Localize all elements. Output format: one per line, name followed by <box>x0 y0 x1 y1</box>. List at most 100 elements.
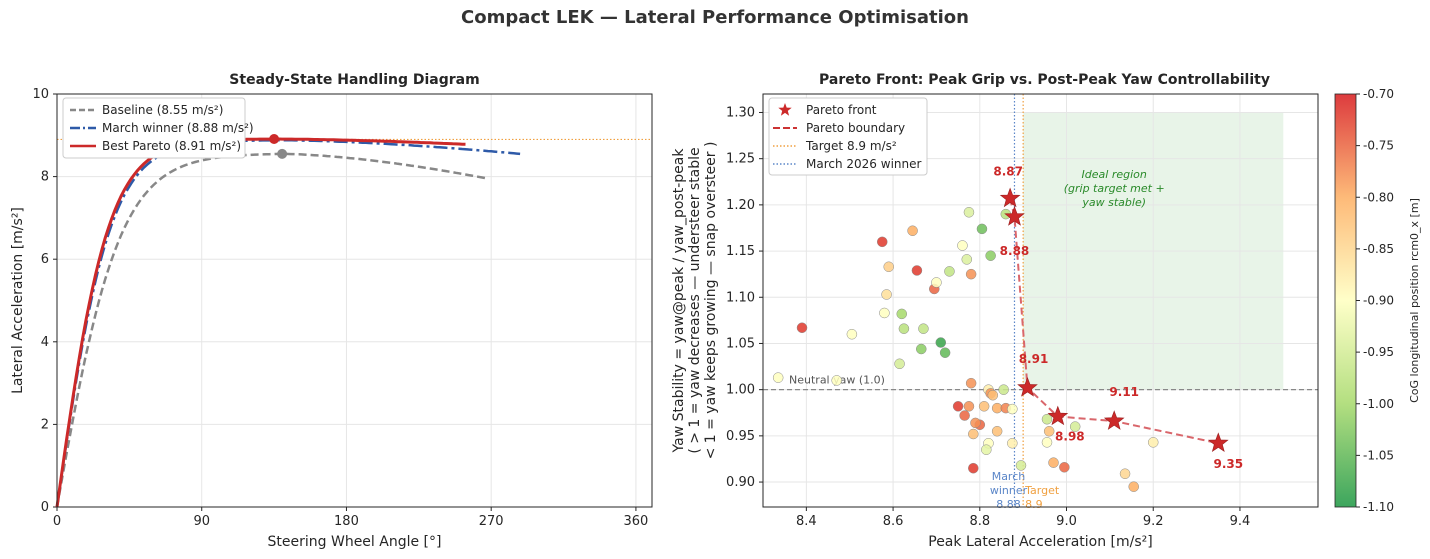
pareto-label: 8.91 <box>1019 352 1049 366</box>
scatter-point <box>944 266 955 277</box>
pareto-star <box>1017 376 1038 397</box>
pareto-star <box>1103 410 1125 430</box>
handling-diagram: Steady-State Handling Diagram 0 90 180 270 36… <box>10 72 653 550</box>
scatter-point <box>1041 437 1053 448</box>
scatter-point <box>896 308 907 320</box>
x-tick-label: 90 <box>193 514 210 529</box>
plot-frame <box>762 93 1319 508</box>
y-axis-label: Yaw Stability = yaw@peak / yaw_post-peak <box>671 148 687 454</box>
pareto-legend: Pareto front Pareto boundary Target 8.9 m/… <box>768 97 928 176</box>
x-tick-label: 180 <box>334 514 359 529</box>
scatter-point <box>883 261 894 273</box>
plot-frame <box>56 93 653 508</box>
legend-box <box>62 97 246 159</box>
x-tick-label: 0 <box>53 514 61 529</box>
scatter-point <box>881 289 892 300</box>
x-tick-label: 9.2 <box>1143 514 1164 529</box>
scatter-point <box>978 401 990 412</box>
pareto-star <box>1047 405 1069 426</box>
target-annotation: Target <box>1024 484 1060 497</box>
series-line-2 <box>55 139 521 508</box>
scatter-point <box>939 347 951 358</box>
y-axis-label: ( > 1 = yaw decreases — understeer stabl… <box>687 147 703 453</box>
scatter-point <box>796 322 808 334</box>
colorbar-tick-label: -0.80 <box>1363 190 1394 204</box>
y-tick-label: 1.20 <box>726 198 755 213</box>
scatter-point <box>876 236 888 248</box>
scatter-point <box>1007 437 1018 449</box>
legend-label: Best Pareto (8.91 m/s²) <box>102 139 241 153</box>
scatter-point <box>894 358 905 370</box>
legend-label: Pareto boundary <box>806 121 905 135</box>
y-tick-label: 0.90 <box>726 475 755 490</box>
colorbar-tick-label: -1.10 <box>1363 500 1394 514</box>
pareto-label: 8.88 <box>1000 244 1030 258</box>
scatter-point <box>998 384 1009 395</box>
y-tick-label: 1.00 <box>726 383 755 398</box>
colorbar-tick-label: -0.75 <box>1363 139 1394 153</box>
colorbar-tick-label: -1.00 <box>1363 397 1394 411</box>
scatter-point <box>1147 437 1159 448</box>
y-tick-label: 0.95 <box>726 429 755 444</box>
y-tick-label: 0 <box>41 500 49 515</box>
scatter-point <box>961 254 973 265</box>
march-annotation: March <box>992 470 1026 483</box>
legend-label: March winner (8.88 m/s²) <box>102 121 254 135</box>
legend-label: Baseline (8.55 m/s²) <box>102 103 223 117</box>
x-tick-label: 270 <box>479 514 504 529</box>
y-axis-label: < 1 = yaw keeps growing — snap oversteer… <box>703 142 719 460</box>
scatter-point <box>968 462 979 474</box>
legend-label: Target 8.9 m/s² <box>805 139 897 153</box>
scatter-point <box>987 389 999 401</box>
y-tick-label: 1.15 <box>726 244 755 259</box>
scatter-point <box>1059 462 1070 473</box>
pareto-chart: Pareto Front: Peak Grip vs. Post-Peak Ya… <box>671 72 1319 550</box>
scatter-point <box>935 337 947 348</box>
ideal-region-label: yaw stable) <box>1081 196 1146 209</box>
series-line-1 <box>55 152 489 508</box>
scatter-point <box>1007 403 1018 415</box>
scatter-point <box>952 401 964 412</box>
colorbar-tick-label: -0.95 <box>1363 345 1394 359</box>
scatter-point <box>959 410 970 421</box>
pareto-star <box>999 187 1021 208</box>
scatter-point <box>831 375 842 386</box>
x-axis-label: Peak Lateral Acceleration [m/s²] <box>928 534 1152 550</box>
pareto-star <box>1207 432 1229 452</box>
y-tick-label: 10 <box>32 87 49 102</box>
colorbar: -0.70 -0.75 -0.80 -0.85 -0.90 -0.95 -1.00 -1.05… <box>1334 87 1421 514</box>
colorbar-label: CoG longitudinal position rcm0_x [m] <box>1408 198 1421 403</box>
scatter-point <box>963 207 975 218</box>
legend-label: Pareto front <box>806 103 877 117</box>
scatter-point <box>965 268 977 280</box>
scatter-point <box>911 265 923 276</box>
ideal-region-label: (grip target met + <box>1064 182 1165 195</box>
legend-label: March 2026 winner <box>806 157 921 171</box>
scatter-point <box>1069 421 1081 432</box>
x-axis-label: Steering Wheel Angle [°] <box>268 534 442 550</box>
x-tick-label: 9.0 <box>1056 514 1077 529</box>
scatter-point <box>1041 413 1053 425</box>
colorbar-tick-label: -0.85 <box>1363 242 1394 256</box>
ideal-region-label: Ideal region <box>1082 168 1147 181</box>
pareto-label: 9.35 <box>1213 457 1243 471</box>
pareto-star <box>1004 206 1025 226</box>
scatter-point <box>991 425 1003 437</box>
scatter-point <box>985 250 996 261</box>
pareto-chart-title: Pareto Front: Peak Grip vs. Post-Peak Ya… <box>819 72 1270 88</box>
target-annotation: 8.9 <box>1025 498 1043 511</box>
figure-title: Compact LEK — Lateral Performance Optimi… <box>461 7 969 28</box>
peak-marker <box>277 148 288 159</box>
scatter-point <box>772 372 784 383</box>
y-tick-label: 2 <box>41 417 49 432</box>
colorbar-gradient <box>1334 93 1357 508</box>
march-annotation: winner <box>990 484 1028 497</box>
scatter-point <box>918 323 929 334</box>
y-tick-label: 1.30 <box>726 105 755 120</box>
scatter-point <box>1015 460 1027 471</box>
scatter-point <box>957 240 968 251</box>
pareto-label: 9.11 <box>1109 385 1139 399</box>
y-tick-label: 4 <box>41 335 49 350</box>
scatter-point <box>907 225 918 236</box>
